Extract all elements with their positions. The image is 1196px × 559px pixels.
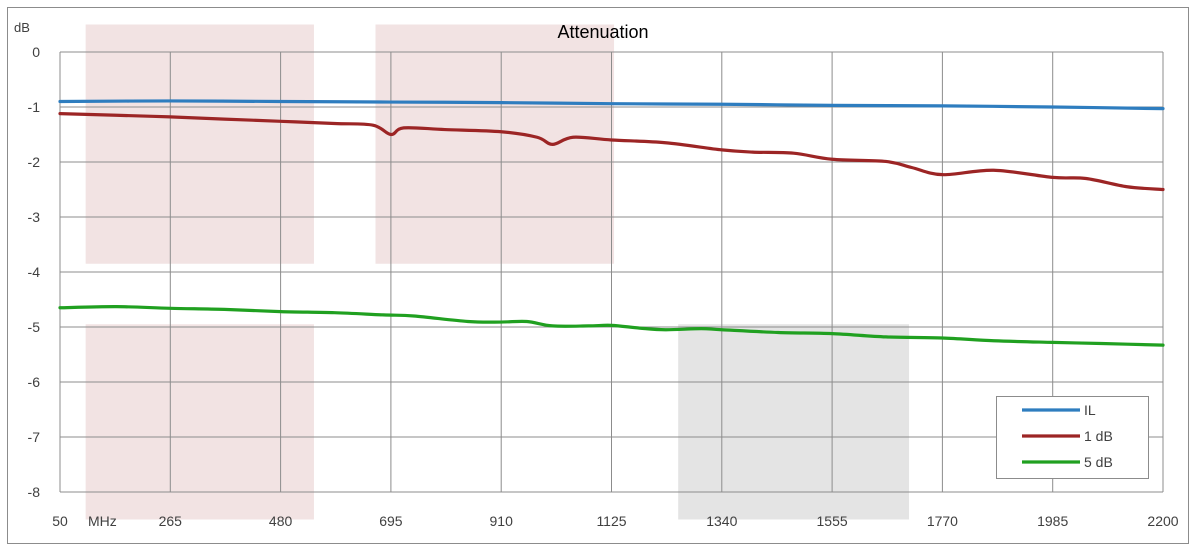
legend-label-5-db: 5 dB [1084,454,1113,470]
shaded-band [678,324,910,520]
series-line-1-db [58,112,1165,192]
y-tick-label: -8 [28,484,41,500]
x-unit-label: MHz [88,513,117,529]
y-tick-label: -3 [28,209,41,225]
legend: IL 1 dB 5 dB [996,396,1149,479]
x-tick-label: 1125 [596,513,626,529]
chart-title: Attenuation [557,22,648,42]
x-tick-label: 50 [52,513,68,529]
y-tick-label: -1 [28,99,41,115]
y-tick-label: -2 [28,154,41,170]
x-tick-label: 2200 [1147,513,1178,529]
x-tick-label: 1555 [817,513,848,529]
y-tick-label: 0 [32,44,40,60]
y-axis-label: dB [14,20,30,35]
series-line-il [58,99,1165,111]
shaded-band [85,24,314,264]
y-tick-label: -4 [28,264,41,280]
x-tick-label: 480 [269,513,293,529]
y-tick-label: -7 [28,429,41,445]
x-tick-label: 1770 [927,513,958,529]
x-tick-label: 265 [159,513,183,529]
series-line-5-db [58,305,1165,347]
y-tick-label: -6 [28,374,41,390]
x-tick-label: 1340 [706,513,737,529]
y-tick-label: -5 [28,319,41,335]
shaded-band [375,24,615,264]
x-tick-label: 1985 [1037,513,1068,529]
shaded-band [85,324,314,520]
legend-label-1-db: 1 dB [1084,428,1113,444]
x-tick-label: 695 [379,513,403,529]
x-tick-label: 910 [490,513,514,529]
legend-label-il: IL [1084,402,1096,418]
